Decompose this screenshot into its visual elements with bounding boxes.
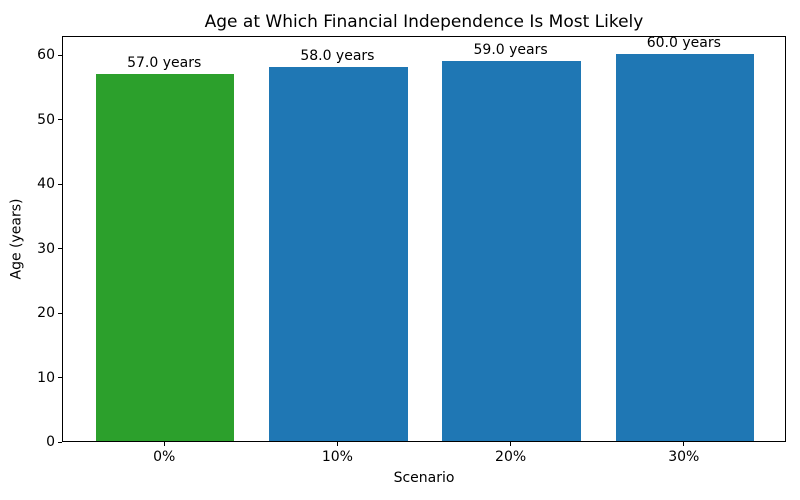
bar-value-label: 59.0 years bbox=[473, 41, 548, 58]
y-tick-label: 0 bbox=[46, 434, 55, 450]
y-tick-label: 10 bbox=[37, 369, 55, 386]
bar-value-label: 57.0 years bbox=[127, 54, 202, 71]
y-tick-mark bbox=[58, 119, 62, 121]
bar-20% bbox=[442, 60, 581, 441]
x-tick-mark bbox=[163, 442, 165, 446]
chart-title: Age at Which Financial Independence Is M… bbox=[204, 12, 644, 32]
y-axis-label: Age (years) bbox=[8, 198, 25, 280]
x-tick-label: 30% bbox=[668, 449, 700, 465]
bar-value-label: 60.0 years bbox=[646, 35, 721, 52]
y-tick-label: 20 bbox=[37, 305, 55, 322]
y-tick-label: 60 bbox=[37, 47, 55, 64]
y-tick-mark bbox=[58, 377, 62, 379]
y-tick-label: 50 bbox=[37, 111, 55, 128]
x-tick-mark bbox=[336, 442, 338, 446]
x-tick-mark bbox=[683, 442, 685, 446]
bar-10% bbox=[269, 67, 408, 441]
bar-value-label: 58.0 years bbox=[300, 48, 375, 65]
x-tick-label: 20% bbox=[495, 449, 527, 465]
y-tick-mark bbox=[58, 312, 62, 314]
y-tick-mark bbox=[58, 248, 62, 250]
y-tick-mark bbox=[58, 441, 62, 443]
bar-30% bbox=[615, 54, 755, 441]
x-tick-label: 0% bbox=[153, 449, 176, 465]
y-tick-label: 30 bbox=[37, 240, 55, 257]
y-tick-mark bbox=[58, 54, 62, 56]
y-tick-mark bbox=[58, 183, 62, 185]
x-tick-label: 10% bbox=[321, 449, 353, 465]
plot-area bbox=[62, 36, 786, 442]
x-axis-label: Scenario bbox=[393, 470, 455, 486]
x-tick-mark bbox=[510, 442, 512, 446]
bar-0% bbox=[95, 73, 235, 441]
y-tick-label: 40 bbox=[37, 176, 55, 193]
